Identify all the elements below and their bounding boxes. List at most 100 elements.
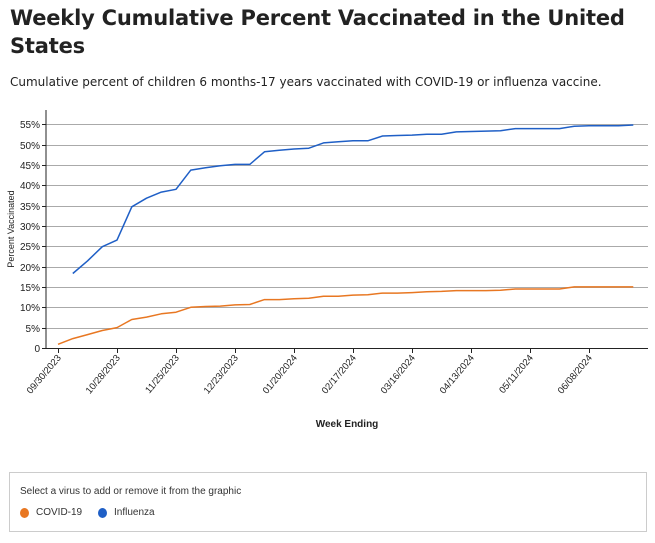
data-point[interactable] bbox=[158, 189, 164, 195]
data-point[interactable] bbox=[365, 292, 371, 298]
data-point[interactable] bbox=[247, 161, 253, 167]
data-point[interactable] bbox=[542, 126, 548, 132]
y-tick-label: 35% bbox=[20, 202, 40, 213]
data-point[interactable] bbox=[85, 258, 91, 264]
data-point[interactable] bbox=[468, 128, 474, 134]
data-point[interactable] bbox=[453, 129, 459, 135]
data-point[interactable] bbox=[527, 286, 533, 292]
data-point[interactable] bbox=[380, 133, 386, 139]
data-point[interactable] bbox=[70, 271, 76, 277]
data-point[interactable] bbox=[262, 149, 268, 155]
data-point[interactable] bbox=[114, 325, 120, 331]
data-point[interactable] bbox=[144, 195, 150, 201]
data-point[interactable] bbox=[601, 123, 607, 129]
x-tick-label: 11/25/2023 bbox=[143, 353, 182, 396]
data-point[interactable] bbox=[468, 288, 474, 294]
data-point[interactable] bbox=[571, 284, 577, 290]
data-point[interactable] bbox=[232, 161, 238, 167]
y-tick-label: 25% bbox=[20, 242, 40, 253]
data-point[interactable] bbox=[217, 303, 223, 309]
line-chart: 0 5% 10% 15% 20% 25% 30% 35% 40% 45% 50% 55% 09/30/… bbox=[6, 110, 648, 430]
y-tick-label: 0 bbox=[34, 344, 40, 355]
x-tick-label: 03/16/2024 bbox=[379, 353, 418, 396]
data-point[interactable] bbox=[542, 286, 548, 292]
x-tick-label: 09/30/2023 bbox=[25, 353, 64, 396]
y-tick-label: 5% bbox=[26, 324, 41, 335]
y-tick-label: 15% bbox=[20, 283, 40, 294]
data-point[interactable] bbox=[394, 133, 400, 139]
legend-label: COVID-19 bbox=[36, 507, 83, 518]
data-point[interactable] bbox=[188, 167, 194, 173]
data-point[interactable] bbox=[512, 126, 518, 132]
data-point[interactable] bbox=[527, 126, 533, 132]
x-tick-label: 04/13/2024 bbox=[438, 353, 477, 396]
data-point[interactable] bbox=[306, 145, 312, 151]
data-point[interactable] bbox=[247, 301, 253, 307]
data-point[interactable] bbox=[173, 186, 179, 192]
data-point[interactable] bbox=[571, 123, 577, 129]
data-point[interactable] bbox=[321, 140, 327, 146]
data-point[interactable] bbox=[350, 138, 356, 144]
data-point[interactable] bbox=[380, 290, 386, 296]
data-point[interactable] bbox=[232, 302, 238, 308]
data-point[interactable] bbox=[276, 147, 282, 153]
covid-19-dot-icon bbox=[20, 507, 29, 518]
y-tick-label: 45% bbox=[20, 161, 40, 172]
data-point[interactable] bbox=[129, 204, 135, 210]
data-point[interactable] bbox=[70, 336, 76, 342]
data-point[interactable] bbox=[99, 327, 105, 333]
data-point[interactable] bbox=[85, 332, 91, 338]
x-axis-ticks: 09/30/2023 10/28/2023 11/25/2023 12/23/2023… bbox=[25, 348, 595, 396]
page-title: Weekly Cumulative Percent Vaccinated in … bbox=[10, 6, 625, 58]
gridlines bbox=[46, 124, 648, 329]
data-point[interactable] bbox=[616, 123, 622, 129]
data-point[interactable] bbox=[350, 292, 356, 298]
data-point[interactable] bbox=[394, 290, 400, 296]
data-point[interactable] bbox=[439, 288, 445, 294]
data-point[interactable] bbox=[498, 287, 504, 293]
data-point[interactable] bbox=[630, 284, 636, 290]
data-point[interactable] bbox=[483, 288, 489, 294]
data-point[interactable] bbox=[306, 295, 312, 301]
data-point[interactable] bbox=[188, 304, 194, 310]
data-point[interactable] bbox=[601, 284, 607, 290]
data-point[interactable] bbox=[203, 165, 209, 171]
data-point[interactable] bbox=[409, 290, 415, 296]
data-point[interactable] bbox=[321, 293, 327, 299]
data-point[interactable] bbox=[158, 311, 164, 317]
data-point[interactable] bbox=[262, 297, 268, 303]
data-point[interactable] bbox=[409, 132, 415, 138]
data-point[interactable] bbox=[217, 163, 223, 169]
data-point[interactable] bbox=[291, 146, 297, 152]
data-point[interactable] bbox=[335, 293, 341, 299]
data-point[interactable] bbox=[276, 297, 282, 303]
data-point[interactable] bbox=[557, 126, 563, 132]
data-point[interactable] bbox=[203, 303, 209, 309]
data-point[interactable] bbox=[129, 317, 135, 323]
data-point[interactable] bbox=[586, 123, 592, 129]
data-point[interactable] bbox=[114, 237, 120, 243]
series-line-influenza bbox=[72, 124, 634, 275]
data-point[interactable] bbox=[557, 286, 563, 292]
data-point[interactable] bbox=[99, 244, 105, 250]
legend-item-influenza[interactable]: Influenza bbox=[98, 507, 155, 518]
data-point[interactable] bbox=[616, 284, 622, 290]
data-point[interactable] bbox=[586, 284, 592, 290]
data-point[interactable] bbox=[630, 122, 636, 128]
data-point[interactable] bbox=[483, 128, 489, 134]
data-point[interactable] bbox=[173, 309, 179, 315]
data-point[interactable] bbox=[144, 314, 150, 320]
data-point[interactable] bbox=[291, 296, 297, 302]
data-point[interactable] bbox=[424, 289, 430, 295]
legend-item-covid-19[interactable]: COVID-19 bbox=[20, 507, 82, 518]
data-point[interactable] bbox=[335, 139, 341, 145]
data-point[interactable] bbox=[512, 286, 518, 292]
data-point[interactable] bbox=[439, 131, 445, 137]
data-point[interactable] bbox=[453, 288, 459, 294]
data-point[interactable] bbox=[55, 341, 61, 347]
data-point[interactable] bbox=[424, 131, 430, 137]
data-point[interactable] bbox=[365, 138, 371, 144]
data-point[interactable] bbox=[498, 128, 504, 134]
chart-subtitle: Cumulative percent of children 6 months-… bbox=[10, 75, 602, 89]
y-tick-label: 40% bbox=[20, 181, 40, 192]
